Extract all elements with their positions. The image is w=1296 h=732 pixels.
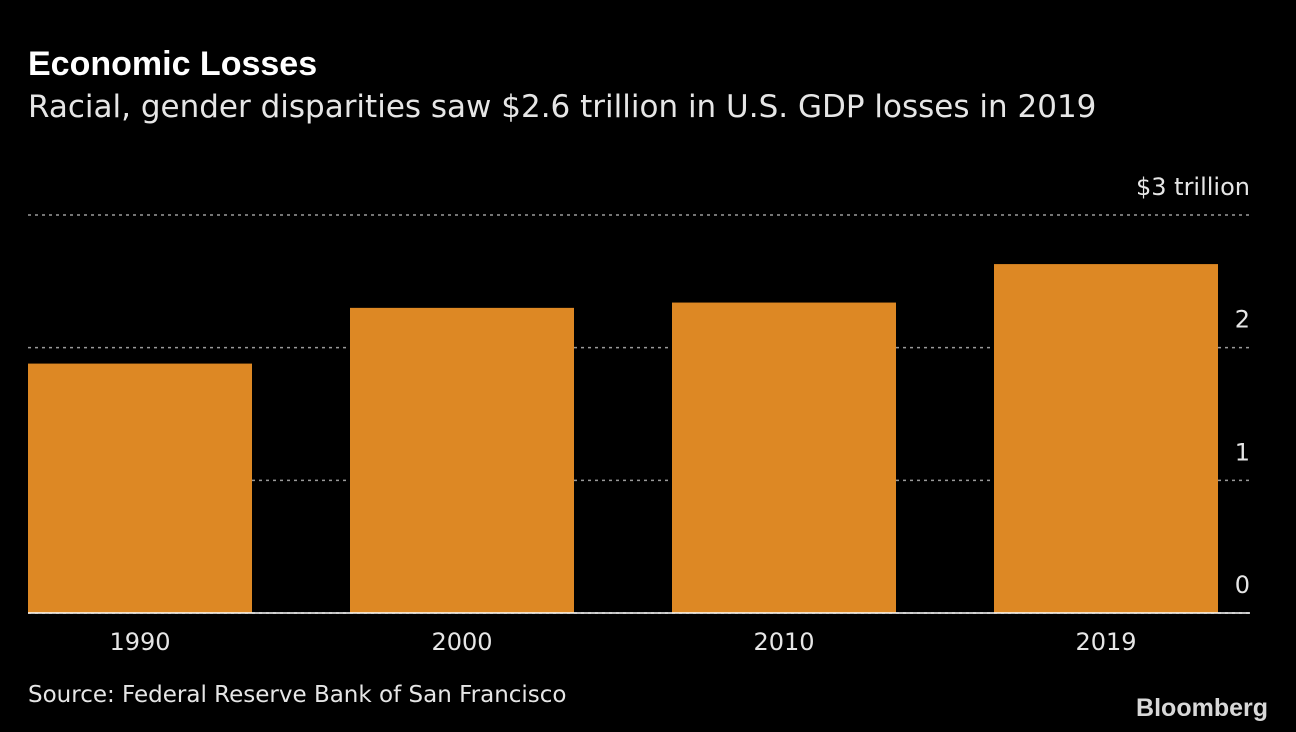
brand-logo: Bloomberg [1136,694,1268,722]
x-tick-label: 2019 [1075,628,1136,656]
bar [350,307,574,613]
bar [994,264,1218,613]
x-tick-label: 2010 [753,628,814,656]
y-tick-label: 1 [1235,438,1250,466]
y-tick-label: 2 [1235,306,1250,334]
bar [28,363,252,613]
x-tick-label: 1990 [109,628,170,656]
x-tick-label: 2000 [431,628,492,656]
y-tick-label: $3 trillion [1136,173,1250,201]
bar [672,302,896,613]
chart-title: Economic Losses [28,45,317,83]
source-note: Source: Federal Reserve Bank of San Fran… [28,682,567,708]
chart-subtitle: Racial, gender disparities saw $2.6 tril… [28,89,1096,125]
y-tick-label: 0 [1235,571,1250,599]
